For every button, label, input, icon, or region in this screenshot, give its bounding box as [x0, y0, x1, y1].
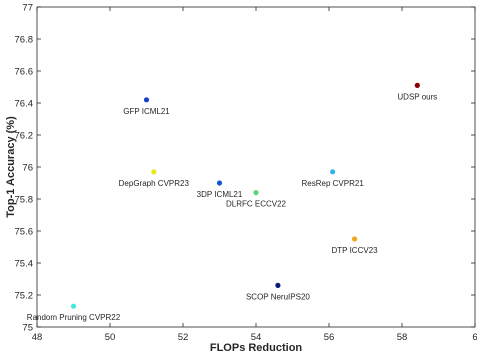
data-point-label: SCOP NeruIPS20	[246, 292, 310, 301]
y-tick-label: 76.2	[15, 131, 34, 142]
y-tick-label: 76.6	[15, 67, 34, 78]
data-point	[143, 97, 150, 103]
x-tick-label: 52	[178, 332, 189, 343]
x-axis-title: FLOPs Reduction	[210, 342, 303, 354]
data-point-label: DLRFC ECCV22	[226, 200, 287, 209]
y-tick-label: 76.4	[15, 99, 34, 110]
x-tick-label: 56	[324, 332, 335, 343]
x-tick-label: 48	[32, 332, 43, 343]
plot-area	[36, 6, 476, 328]
data-point	[70, 303, 77, 309]
axis-ticks: 48 50 52 54 56 58 6 75 75.2 75.4 75.6 75.8 76 76.2 76.…	[15, 3, 477, 344]
y-tick-label: 75.4	[15, 259, 34, 270]
data-point	[351, 236, 358, 242]
y-tick-label: 76	[22, 163, 33, 174]
data-point-label: GFP ICML21	[123, 107, 170, 116]
data-point	[275, 282, 281, 288]
data-point-label: 3DP ICML21	[197, 190, 243, 199]
x-tick-label: 54	[251, 332, 262, 343]
y-tick-label: 75.8	[15, 195, 34, 206]
data-point-label: DTP ICCV23	[332, 246, 379, 255]
data-point	[216, 180, 223, 186]
data-points: UDSP ours GFP ICML21 DepGraph CVPR23 3DP IC…	[27, 82, 437, 322]
data-point	[253, 190, 259, 196]
data-point	[330, 169, 336, 175]
data-point	[151, 169, 157, 175]
y-tick-label: 75.6	[15, 227, 34, 238]
data-point-label: ResRep CVPR21	[302, 179, 365, 188]
data-point-label: UDSP ours	[397, 92, 437, 101]
x-tick-label: 58	[397, 332, 408, 343]
data-point	[414, 82, 420, 88]
y-axis-title: Top-1 Accuracy (%)	[5, 116, 17, 218]
data-point-label: Random Pruning CVPR22	[27, 313, 121, 322]
y-tick-label: 77	[22, 3, 33, 14]
x-tick-label: 50	[105, 332, 116, 343]
y-tick-label: 75	[22, 323, 33, 334]
y-tick-label: 75.2	[15, 291, 34, 302]
data-point-label: DepGraph CVPR23	[119, 179, 190, 188]
x-tick-label: 6	[472, 332, 477, 343]
y-tick-label: 76.8	[15, 35, 34, 46]
